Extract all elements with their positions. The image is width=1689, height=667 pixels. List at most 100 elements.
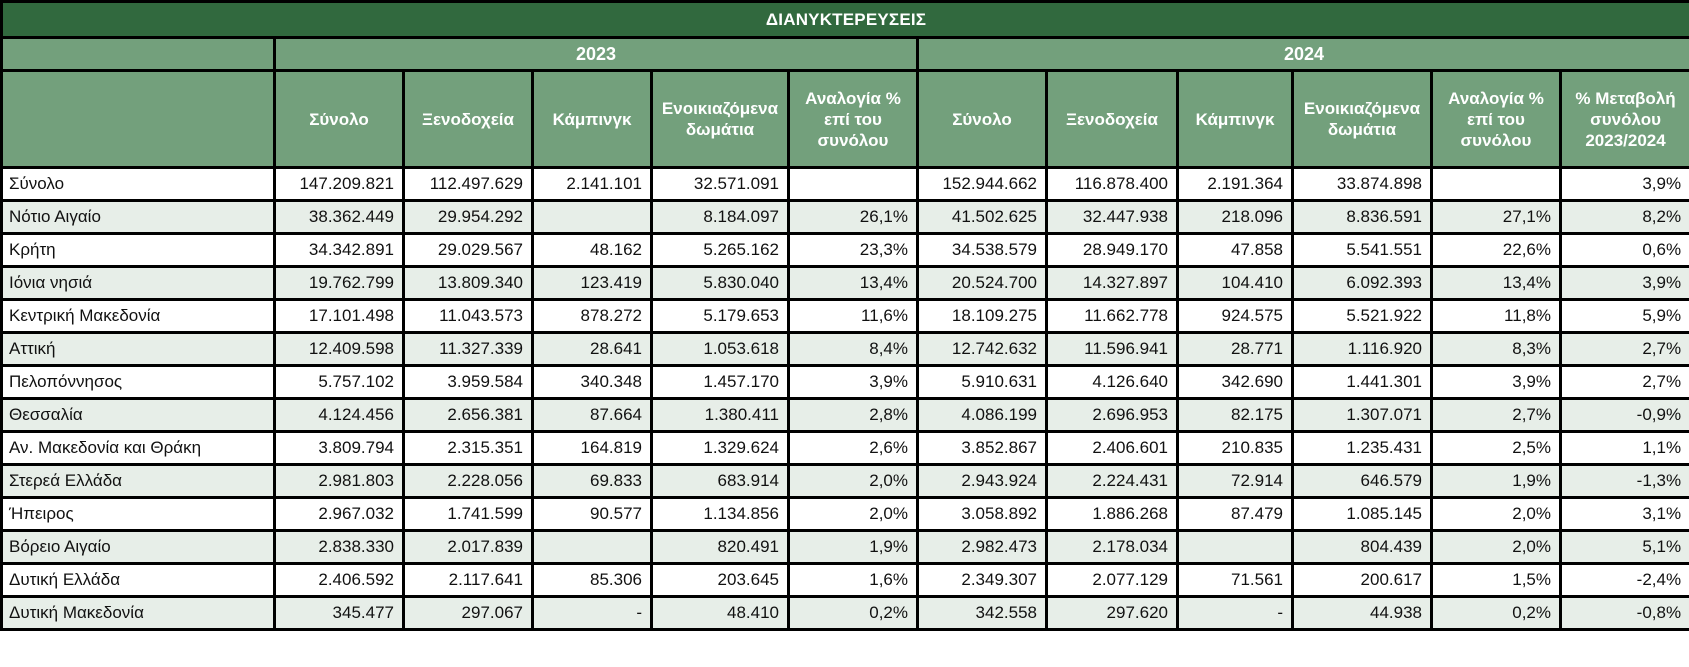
cell-total-2024: 342.558 xyxy=(916,595,1048,631)
cell-total-2023: 4.124.456 xyxy=(273,397,405,433)
cell-rooms-2024: 6.092.393 xyxy=(1291,265,1433,301)
cell-share-2024: 2,0% xyxy=(1430,529,1562,565)
cell-camping-2023: 87.664 xyxy=(531,397,653,433)
cell-hotels-2023: 2.017.839 xyxy=(402,529,534,565)
cell-hotels-2023: 13.809.340 xyxy=(402,265,534,301)
cell-total-2023: 3.809.794 xyxy=(273,430,405,466)
cell-total-2023: 12.409.598 xyxy=(273,331,405,367)
cell-hotels-2023: 112.497.629 xyxy=(402,166,534,202)
cell-total-2023: 17.101.498 xyxy=(273,298,405,334)
cell-hotels-2023: 11.043.573 xyxy=(402,298,534,334)
table-body: Σύνολο 147.209.821 112.497.629 2.141.101 32.… xyxy=(0,166,1689,631)
cell-share-2023: 26,1% xyxy=(787,199,919,235)
cell-share-2023: 2,6% xyxy=(787,430,919,466)
cell-rooms-2023: 1.380.411 xyxy=(650,397,790,433)
cell-change: 2,7% xyxy=(1558,364,1689,400)
cell-share-2023: 11,6% xyxy=(787,298,919,334)
cell-camping-2023: 2.141.101 xyxy=(531,166,653,202)
col-2024-total: Σύνολο xyxy=(916,69,1048,169)
cell-total-2023: 2.406.592 xyxy=(273,562,405,598)
cell-rooms-2023: 32.571.091 xyxy=(650,166,790,202)
cell-camping-2023: 878.272 xyxy=(531,298,653,334)
header-blank xyxy=(0,36,276,72)
table-row: Κεντρική Μακεδονία 17.101.498 11.043.573 87… xyxy=(0,298,1689,334)
cell-rooms-2024: 646.579 xyxy=(1291,463,1433,499)
col-change: % Μεταβολή συνόλου 2023/2024 xyxy=(1558,69,1689,169)
cell-region: Αττική xyxy=(0,331,276,367)
col-2023-total: Σύνολο xyxy=(273,69,405,169)
cell-rooms-2023: 5.179.653 xyxy=(650,298,790,334)
cell-hotels-2023: 2.315.351 xyxy=(402,430,534,466)
cell-total-2024: 18.109.275 xyxy=(916,298,1048,334)
cell-rooms-2024: 1.116.920 xyxy=(1291,331,1433,367)
cell-hotels-2024: 297.620 xyxy=(1045,595,1179,631)
table-row: Βόρειο Αιγαίο 2.838.330 2.017.839 820.491 1,… xyxy=(0,529,1689,565)
cell-share-2023: 2,8% xyxy=(787,397,919,433)
cell-total-2024: 2.349.307 xyxy=(916,562,1048,598)
cell-share-2024: 2,5% xyxy=(1430,430,1562,466)
cell-camping-2024: 342.690 xyxy=(1176,364,1294,400)
cell-rooms-2023: 820.491 xyxy=(650,529,790,565)
cell-camping-2024: 28.771 xyxy=(1176,331,1294,367)
cell-rooms-2024: 33.874.898 xyxy=(1291,166,1433,202)
cell-change: -0,8% xyxy=(1558,595,1689,631)
cell-total-2023: 34.342.891 xyxy=(273,232,405,268)
cell-rooms-2023: 683.914 xyxy=(650,463,790,499)
cell-share-2024: 1,5% xyxy=(1430,562,1562,598)
cell-rooms-2024: 200.617 xyxy=(1291,562,1433,598)
cell-hotels-2024: 2.077.129 xyxy=(1045,562,1179,598)
cell-hotels-2024: 116.878.400 xyxy=(1045,166,1179,202)
cell-total-2024: 3.058.892 xyxy=(916,496,1048,532)
cell-change: -0,9% xyxy=(1558,397,1689,433)
cell-region: Θεσσαλία xyxy=(0,397,276,433)
cell-hotels-2024: 11.596.941 xyxy=(1045,331,1179,367)
cell-region: Δυτική Ελλάδα xyxy=(0,562,276,598)
cell-change: 0,6% xyxy=(1558,232,1689,268)
cell-total-2023: 345.477 xyxy=(273,595,405,631)
cell-region: Ήπειρος xyxy=(0,496,276,532)
col-2024-rooms: Ενοικιαζόμενα δωμάτια xyxy=(1291,69,1433,169)
col-2024-share: Αναλογία % επί του συνόλου xyxy=(1430,69,1562,169)
cell-share-2023: 2,0% xyxy=(787,463,919,499)
cell-total-2023: 147.209.821 xyxy=(273,166,405,202)
cell-rooms-2024: 5.541.551 xyxy=(1291,232,1433,268)
cell-camping-2024: 82.175 xyxy=(1176,397,1294,433)
cell-rooms-2024: 804.439 xyxy=(1291,529,1433,565)
cell-hotels-2023: 29.029.567 xyxy=(402,232,534,268)
cell-change: -1,3% xyxy=(1558,463,1689,499)
cell-hotels-2023: 297.067 xyxy=(402,595,534,631)
cell-region: Κεντρική Μακεδονία xyxy=(0,298,276,334)
table-row: Στερεά Ελλάδα 2.981.803 2.228.056 69.833 683… xyxy=(0,463,1689,499)
cell-rooms-2024: 1.441.301 xyxy=(1291,364,1433,400)
cell-share-2024: 11,8% xyxy=(1430,298,1562,334)
cell-total-2023: 5.757.102 xyxy=(273,364,405,400)
cell-hotels-2024: 32.447.938 xyxy=(1045,199,1179,235)
cell-camping-2023: 340.348 xyxy=(531,364,653,400)
cell-region: Δυτική Μακεδονία xyxy=(0,595,276,631)
cell-share-2023: 2,0% xyxy=(787,496,919,532)
cell-share-2023: 1,6% xyxy=(787,562,919,598)
cell-total-2024: 34.538.579 xyxy=(916,232,1048,268)
cell-camping-2023: 164.819 xyxy=(531,430,653,466)
cell-region: Πελοπόννησος xyxy=(0,364,276,400)
cell-camping-2023: 69.833 xyxy=(531,463,653,499)
cell-camping-2023: 28.641 xyxy=(531,331,653,367)
cell-hotels-2024: 2.696.953 xyxy=(1045,397,1179,433)
cell-share-2023: 13,4% xyxy=(787,265,919,301)
cell-share-2023: 0,2% xyxy=(787,595,919,631)
cell-camping-2024: 924.575 xyxy=(1176,298,1294,334)
cell-camping-2024 xyxy=(1176,529,1294,565)
cell-hotels-2023: 2.228.056 xyxy=(402,463,534,499)
cell-camping-2024: 104.410 xyxy=(1176,265,1294,301)
cell-hotels-2023: 11.327.339 xyxy=(402,331,534,367)
table-row: Αττική 12.409.598 11.327.339 28.641 1.053.61… xyxy=(0,331,1689,367)
cell-rooms-2023: 203.645 xyxy=(650,562,790,598)
table-row: Θεσσαλία 4.124.456 2.656.381 87.664 1.380.41… xyxy=(0,397,1689,433)
table-row: Νότιο Αιγαίο 38.362.449 29.954.292 8.184.09… xyxy=(0,199,1689,235)
cell-share-2024: 22,6% xyxy=(1430,232,1562,268)
col-2023-camping: Κάμπινγκ xyxy=(531,69,653,169)
cell-camping-2024: 218.096 xyxy=(1176,199,1294,235)
cell-total-2023: 2.981.803 xyxy=(273,463,405,499)
cell-total-2024: 12.742.632 xyxy=(916,331,1048,367)
cell-hotels-2024: 4.126.640 xyxy=(1045,364,1179,400)
